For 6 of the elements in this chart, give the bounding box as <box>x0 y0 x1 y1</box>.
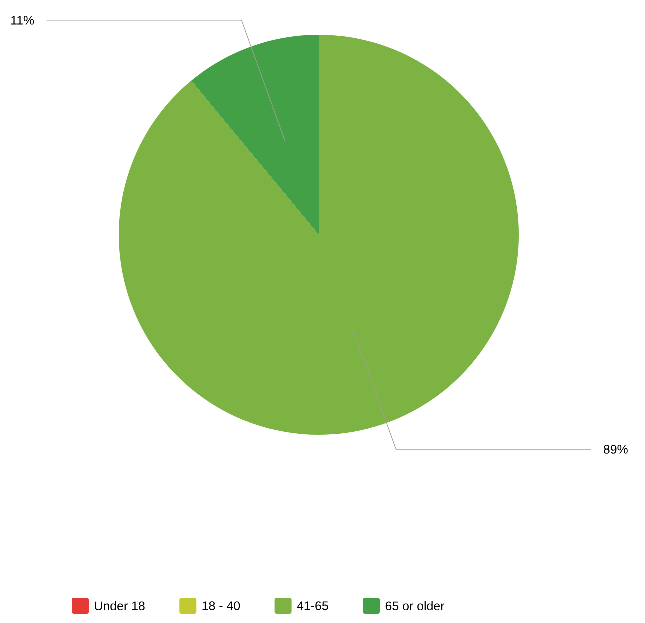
legend-label: 65 or older <box>386 601 445 611</box>
data-label: 89% <box>604 445 628 454</box>
legend-label: 41-65 <box>297 602 328 610</box>
legend-label: Under 18 <box>95 601 145 611</box>
legend-label: 18 - 40 <box>202 602 240 610</box>
data-label: 11% <box>12 16 34 25</box>
